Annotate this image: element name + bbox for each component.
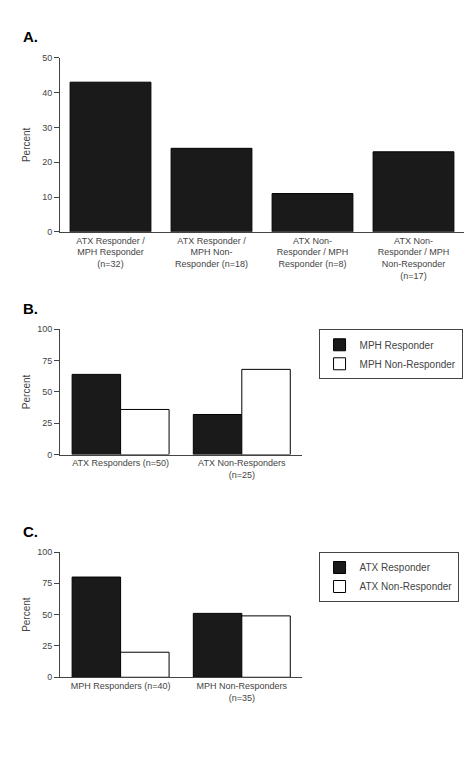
svg-text:C.: C. [23, 523, 38, 540]
svg-text:ATX Responder: ATX Responder [360, 562, 431, 573]
svg-text:10: 10 [42, 192, 52, 202]
svg-text:Percent: Percent [21, 127, 32, 162]
svg-text:25: 25 [42, 418, 52, 428]
svg-text:Percent: Percent [21, 597, 32, 632]
svg-text:ATX Non-Responder: ATX Non-Responder [360, 581, 453, 592]
svg-text:MPH Non-Responders(n=35): MPH Non-Responders(n=35) [197, 681, 288, 703]
svg-text:75: 75 [42, 356, 52, 366]
svg-text:B.: B. [23, 300, 38, 317]
svg-text:ATX Non-Responder / MPHNon-Res: ATX Non-Responder / MPHNon-Responder(n=1… [378, 236, 450, 281]
svg-text:100: 100 [37, 324, 52, 334]
svg-text:100: 100 [37, 547, 52, 557]
svg-text:20: 20 [42, 157, 52, 167]
svg-text:MPH Responders (n=40): MPH Responders (n=40) [71, 681, 171, 691]
svg-text:0: 0 [47, 450, 52, 460]
svg-text:A.: A. [23, 28, 38, 45]
svg-text:75: 75 [42, 578, 52, 588]
svg-text:MPH Non-Responder: MPH Non-Responder [360, 359, 456, 370]
svg-text:25: 25 [42, 641, 52, 651]
svg-text:MPH Responder: MPH Responder [360, 340, 435, 351]
svg-text:ATX Non-Responder / MPHRespond: ATX Non-Responder / MPHResponder (n=8) [277, 236, 349, 269]
svg-text:0: 0 [47, 227, 52, 237]
svg-text:50: 50 [42, 387, 52, 397]
svg-text:ATX Non-Responders(n=25): ATX Non-Responders(n=25) [198, 458, 286, 480]
svg-text:Percent: Percent [21, 374, 32, 409]
svg-text:0: 0 [47, 672, 52, 682]
svg-text:ATX Responders (n=50): ATX Responders (n=50) [72, 458, 169, 468]
svg-text:50: 50 [42, 610, 52, 620]
svg-text:40: 40 [42, 88, 52, 98]
svg-text:30: 30 [42, 123, 52, 133]
svg-text:50: 50 [42, 53, 52, 63]
svg-text:ATX Responder /MPH Responder(n: ATX Responder /MPH Responder(n=32) [76, 236, 145, 269]
svg-text:ATX Responder /MPH Non-Respond: ATX Responder /MPH Non-Responder (n=18) [175, 236, 248, 269]
